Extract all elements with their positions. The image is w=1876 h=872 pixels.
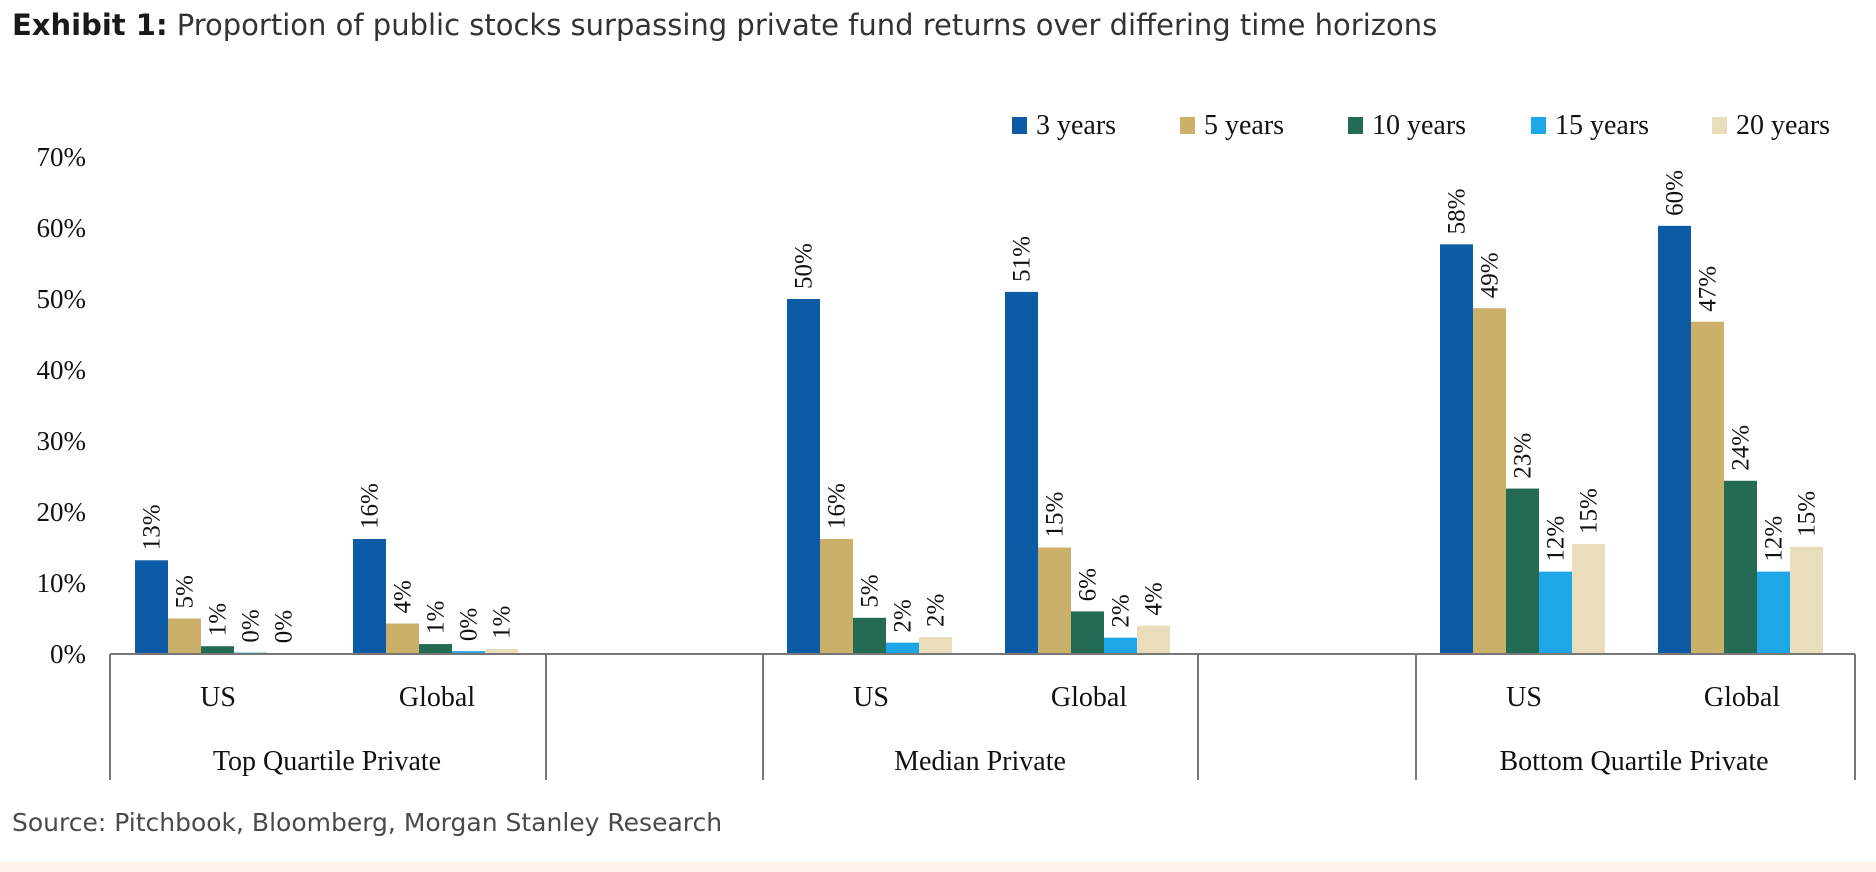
bar-chart: 0% 10% 20% 30% 40% 50% 60% 70% 13% 16% 50% 51% 58% 60…: [37, 110, 1856, 780]
bar-10-years: [853, 617, 886, 654]
x-tick-label: US: [1506, 682, 1542, 713]
legend-swatch: [1012, 117, 1027, 134]
legend-swatch: [1531, 117, 1546, 134]
data-label: 13%: [139, 504, 166, 550]
data-label: 23%: [1510, 433, 1537, 479]
legend-label: 20 years: [1736, 110, 1830, 141]
x-tick-label: Global: [1704, 682, 1780, 713]
x-tick-label: Global: [1051, 682, 1127, 713]
data-label: 2%: [890, 599, 917, 632]
data-label: 0%: [271, 610, 298, 643]
x-tick-label: Global: [399, 682, 475, 713]
y-tick-label: 60%: [37, 213, 87, 243]
bar-15-years: [1757, 571, 1790, 654]
bar-5-years: [820, 538, 853, 654]
title-text: Proportion of public stocks surpassing p…: [176, 8, 1438, 42]
bar-20-years: [1790, 546, 1823, 654]
group-label: Median Private: [894, 746, 1066, 777]
bar-15-years: [1539, 571, 1572, 654]
data-label: 47%: [1695, 266, 1722, 312]
data-label: 0%: [238, 609, 265, 642]
group-label: Top Quartile Private: [213, 746, 441, 777]
data-label: 1%: [205, 603, 232, 636]
source-note: Source: Pitchbook, Bloomberg, Morgan Sta…: [12, 808, 723, 837]
data-label: 4%: [390, 580, 417, 613]
data-label: 58%: [1444, 189, 1471, 235]
bar-10-years: [419, 644, 452, 654]
legend-label: 3 years: [1036, 110, 1116, 141]
data-label: 15%: [1576, 488, 1603, 534]
data-label: 16%: [357, 483, 384, 529]
data-label: 0%: [456, 608, 483, 641]
legend-swatch: [1712, 117, 1727, 134]
legend-swatch: [1348, 117, 1363, 134]
data-label: 2%: [923, 594, 950, 627]
bar-3-years: [353, 538, 386, 654]
data-label: 5%: [172, 575, 199, 608]
bottom-band: [0, 862, 1876, 872]
y-tick-label: 40%: [37, 355, 87, 385]
x-tick-label: US: [200, 682, 236, 713]
bar-20-years: [485, 649, 518, 654]
chart-title: Exhibit 1: Proportion of public stocks s…: [12, 8, 1437, 42]
x-tick-label: US: [853, 682, 889, 713]
bar-5-years: [386, 623, 419, 654]
bar-5-years: [1691, 321, 1724, 654]
title-prefix: Exhibit 1:: [12, 8, 168, 42]
data-label: 4%: [1141, 582, 1168, 615]
bar-10-years: [1506, 488, 1539, 654]
bar-3-years: [1440, 244, 1473, 654]
data-label: 60%: [1662, 170, 1689, 216]
data-label: 15%: [1794, 491, 1821, 537]
data-label: 6%: [1075, 568, 1102, 601]
y-tick-label: 30%: [37, 426, 87, 456]
bar-3-years: [1658, 225, 1691, 654]
bar-5-years: [1038, 547, 1071, 654]
bar-15-years: [1104, 637, 1137, 654]
data-label: 12%: [1761, 516, 1788, 562]
bar-20-years: [1572, 543, 1605, 654]
data-label: 1%: [489, 606, 516, 639]
group-label: Bottom Quartile Private: [1499, 746, 1768, 777]
bar-5-years: [168, 618, 201, 654]
y-tick-label: 10%: [37, 568, 87, 598]
legend-swatch: [1180, 117, 1195, 134]
data-label: 16%: [824, 483, 851, 529]
bar-10-years: [1071, 611, 1104, 654]
bar-15-years: [886, 642, 919, 654]
data-label: 51%: [1009, 236, 1036, 282]
data-label: 49%: [1477, 252, 1504, 298]
data-label: 15%: [1042, 492, 1069, 538]
data-label: 12%: [1543, 516, 1570, 562]
bar-20-years: [1137, 625, 1170, 654]
y-tick-label: 0%: [50, 639, 86, 669]
bar-20-years: [919, 636, 952, 654]
legend-label: 15 years: [1555, 110, 1649, 141]
bar-3-years: [135, 560, 168, 654]
legend-label: 10 years: [1372, 110, 1466, 141]
data-label: 5%: [857, 574, 884, 607]
bar-10-years: [201, 646, 234, 654]
data-label: 1%: [423, 601, 450, 634]
bar-3-years: [1005, 291, 1038, 654]
bar-15-years: [452, 651, 485, 654]
bar-10-years: [1724, 480, 1757, 654]
y-tick-label: 20%: [37, 497, 87, 527]
legend-label: 5 years: [1204, 110, 1284, 141]
data-label: 24%: [1728, 425, 1755, 471]
bar-3-years: [787, 299, 820, 654]
y-tick-label: 50%: [37, 284, 87, 314]
y-tick-label: 70%: [37, 142, 87, 172]
data-label: 2%: [1108, 594, 1135, 627]
data-label: 50%: [791, 243, 818, 289]
bar-5-years: [1473, 308, 1506, 654]
